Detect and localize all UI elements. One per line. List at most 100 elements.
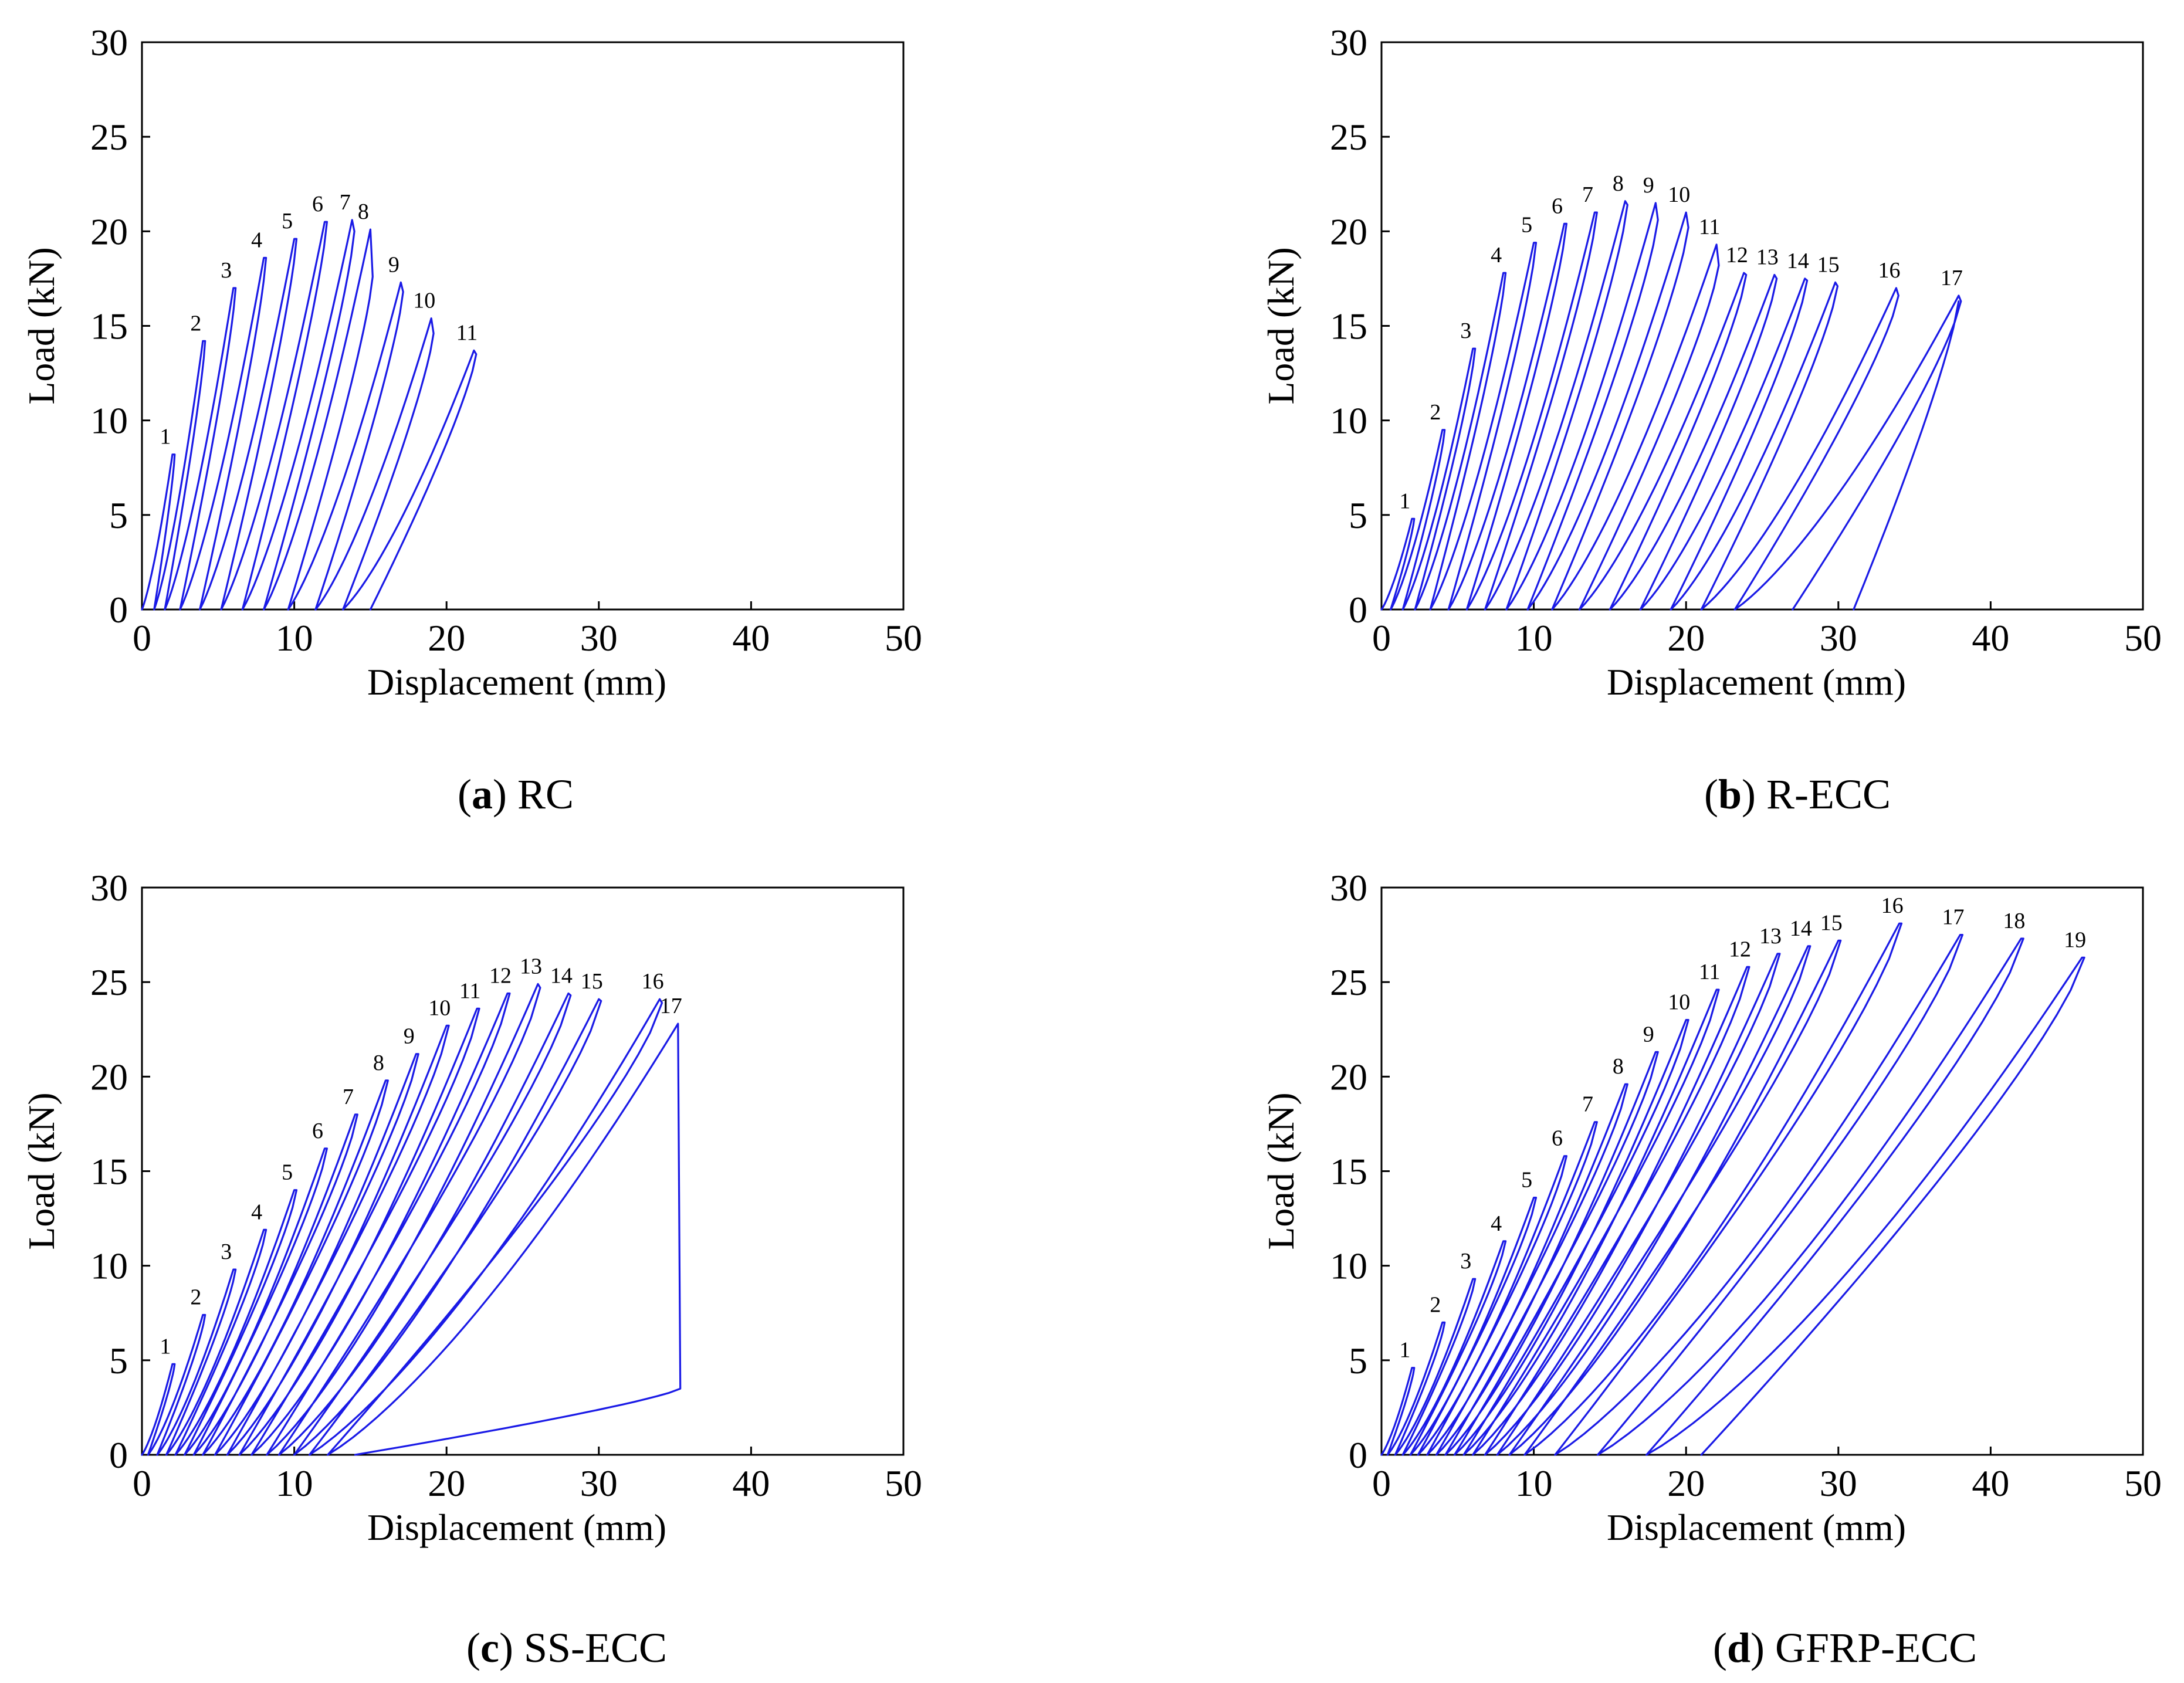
cycle-label: 17	[1941, 266, 1963, 290]
hysteresis-loop-cycle-1	[141, 453, 176, 611]
x-tick-label: 30	[580, 1462, 618, 1504]
hysteresis-loop-cycle-6	[184, 1147, 328, 1456]
cycle-label: 14	[1790, 916, 1812, 941]
x-tick-label: 0	[1372, 617, 1391, 659]
cycle-label: 6	[312, 1119, 323, 1143]
hysteresis-loop-cycle-15	[1670, 281, 1839, 611]
x-tick-label: 20	[428, 617, 465, 659]
hysteresis-loop-cycle-2	[153, 340, 206, 611]
x-tick-label: 10	[276, 1462, 313, 1504]
hysteresis-loop-cycle-16	[1523, 922, 1903, 1456]
hysteresis-loop-cycle-14	[1496, 945, 1811, 1456]
hysteresis-loop-cycle-7	[1465, 211, 1598, 611]
hysteresis-loop-cycle-3	[1394, 1278, 1477, 1456]
hysteresis-loop-cycle-5	[1429, 242, 1538, 611]
cycle-label: 3	[1460, 319, 1471, 343]
caption-open-paren: (	[1713, 1624, 1727, 1671]
x-tick-label: 10	[1515, 617, 1553, 659]
cycle-label: 10	[1668, 182, 1690, 207]
cycle-label: 7	[1582, 1092, 1593, 1117]
cycle-label: 12	[489, 964, 512, 988]
cycle-label: 2	[190, 311, 201, 336]
y-tick-label: 25	[1330, 116, 1367, 158]
x-tick-label: 40	[732, 617, 770, 659]
cycle-label: 11	[1699, 960, 1721, 984]
hysteresis-loop-cycle-11	[342, 349, 478, 611]
y-tick-label: 0	[1349, 1434, 1367, 1476]
x-tick-label: 20	[1667, 617, 1705, 659]
cycle-label: 16	[642, 969, 664, 994]
hysteresis-loop-cycle-9	[1505, 202, 1659, 611]
cycle-label: 1	[160, 1334, 171, 1359]
panel-caption: (d) GFRP-ECC	[1713, 1624, 1977, 1671]
hysteresis-loop-cycle-17	[1733, 294, 1962, 611]
y-tick-label: 0	[1349, 589, 1367, 631]
hysteresis-loop-cycle-9	[1444, 1051, 1659, 1456]
cycle-label: 19	[2064, 927, 2086, 952]
cycle-label: 5	[282, 209, 293, 233]
hysteresis-loop-cycle-5	[1409, 1197, 1538, 1456]
hysteresis-loop-cycle-19	[1645, 956, 2085, 1456]
y-tick-label: 30	[90, 867, 128, 909]
y-tick-label: 15	[1330, 306, 1367, 347]
hysteresis-loop-cycle-12	[1578, 272, 1748, 611]
caption-specimen: RC	[507, 771, 574, 818]
y-axis-title: Load (kN)	[1260, 247, 1302, 404]
hysteresis-loop-cycle-8	[1435, 1083, 1628, 1456]
x-tick-label: 30	[580, 617, 618, 659]
hysteresis-loop-cycle-10	[1526, 211, 1689, 611]
hysteresis-loop-cycle-3	[156, 1268, 237, 1456]
hysteresis-loop-cycle-14	[1639, 277, 1809, 611]
x-tick-label: 0	[133, 1462, 151, 1504]
hysteresis-loop-cycle-7	[1426, 1121, 1598, 1456]
hysteresis-loop-cycle-18	[1597, 937, 2024, 1456]
cycle-label: 2	[190, 1285, 201, 1309]
hysteresis-loop-cycle-17	[1554, 934, 1963, 1456]
hysteresis-loop-cycle-17	[327, 1022, 682, 1456]
cycle-label: 4	[251, 228, 262, 252]
hysteresis-loop-cycle-1	[141, 1363, 176, 1456]
y-tick-label: 15	[90, 1151, 128, 1193]
hysteresis-loop-cycle-11	[1462, 988, 1720, 1456]
cycle-label: 2	[1430, 1292, 1441, 1317]
hysteresis-loop-cycle-2	[1386, 1321, 1446, 1456]
cycle-label: 11	[1699, 215, 1721, 239]
hysteresis-loop-cycle-4	[179, 256, 268, 611]
cycle-label: 3	[221, 1240, 232, 1264]
hysteresis-loop-cycle-16	[309, 998, 663, 1456]
caption-close-paren: )	[1742, 771, 1756, 818]
y-axis-title: Load (kN)	[21, 247, 62, 404]
cycle-label: 7	[340, 190, 351, 215]
cycle-label: 12	[1729, 937, 1751, 961]
x-tick-label: 20	[428, 1462, 465, 1504]
caption-specimen: GFRP-ECC	[1765, 1624, 1977, 1671]
x-tick-label: 0	[1372, 1462, 1391, 1504]
cycle-label: 17	[1942, 905, 1964, 930]
cycle-label: 7	[1582, 182, 1593, 207]
caption-close-paren: )	[499, 1624, 513, 1671]
cycle-label: 1	[1399, 1338, 1410, 1363]
cycle-label: 13	[1756, 245, 1779, 269]
caption-open-paren: (	[1704, 771, 1718, 818]
x-tick-label: 50	[885, 617, 922, 659]
hysteresis-loop-cycle-3	[164, 287, 237, 611]
y-tick-label: 20	[90, 211, 128, 252]
hysteresis-loop-cycle-10	[226, 1024, 450, 1456]
caption-letter: d	[1727, 1624, 1750, 1671]
x-tick-label: 40	[732, 1462, 770, 1504]
hysteresis-loop-cycle-11	[1551, 243, 1720, 611]
cycle-label: 5	[1521, 1168, 1532, 1193]
y-tick-label: 10	[1330, 400, 1367, 442]
cycle-label: 13	[1759, 924, 1782, 949]
cycle-label: 1	[160, 425, 171, 449]
hysteresis-loop-cycle-13	[266, 983, 541, 1456]
hysteresis-loop-cycle-7	[192, 1113, 358, 1456]
hysteresis-loop-cycle-4	[165, 1228, 268, 1456]
hysteresis-loop-cycle-8	[202, 1079, 389, 1456]
cycle-label: 16	[1878, 258, 1900, 283]
hysteresis-loop-cycle-2	[1390, 429, 1446, 611]
